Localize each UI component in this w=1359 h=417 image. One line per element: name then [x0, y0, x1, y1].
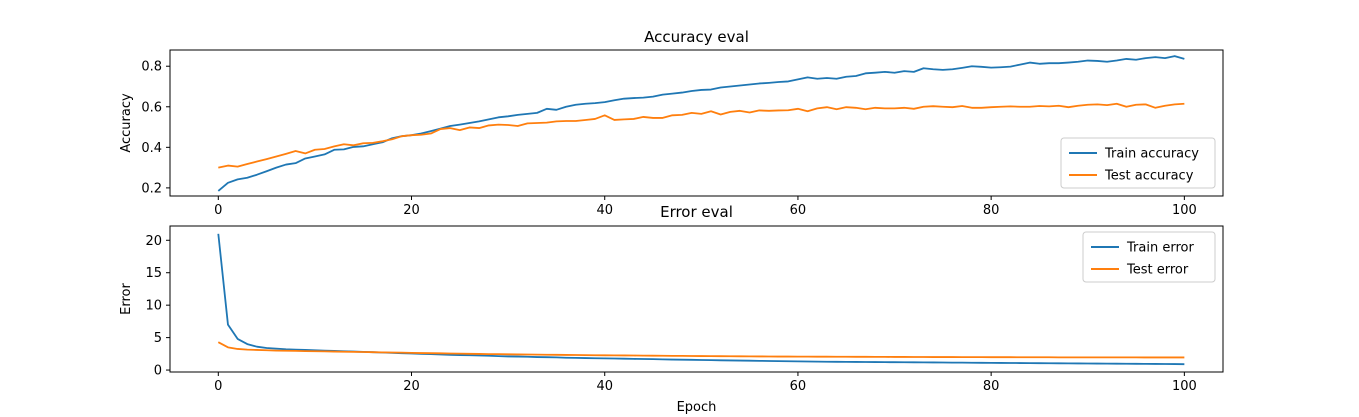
- chart-1-series-line-1: [217, 55, 1185, 192]
- chart-2-x-tick-label: 100: [1172, 379, 1197, 394]
- chart-1-x-tick-label: 40: [596, 203, 613, 218]
- chart-2-x-tick-label: 0: [214, 379, 222, 394]
- chart-1-legend-label-2: Test accuracy: [1104, 169, 1194, 184]
- chart-1-y-tick-label: 0.2: [141, 181, 162, 196]
- chart-2-y-axis-label: Error: [119, 283, 134, 315]
- chart-1-y-tick-label: 0.8: [141, 60, 162, 75]
- chart-2-x-tick-label: 20: [403, 379, 420, 394]
- chart-1-x-tick-label: 20: [403, 203, 420, 218]
- chart-2-series-line-2: [217, 341, 1185, 359]
- chart-1-x-tick-label: 100: [1172, 203, 1197, 218]
- chart-1-y-axis-label: Accuracy: [119, 93, 134, 153]
- chart-1-y-tick-label: 0.4: [141, 141, 162, 156]
- chart-2-y-tick-label: 10: [145, 299, 162, 314]
- chart-2-y-tick-label: 0: [154, 364, 162, 379]
- chart-1-x-tick-label: 0: [214, 203, 222, 218]
- chart-2-legend: Train error Test error: [1082, 231, 1216, 283]
- chart-2-y-tick-label: 15: [145, 266, 162, 281]
- chart-1-series-line-2: [218, 102, 1185, 169]
- chart-1-y-tick-label: 0.6: [141, 100, 162, 115]
- chart-2-y-tick-label: 20: [145, 234, 162, 249]
- chart-2-x-axis-label: Epoch: [677, 400, 717, 415]
- chart-1-axes-frame: [169, 49, 1224, 197]
- chart-2-legend-label-2: Test error: [1126, 263, 1189, 278]
- chart-1-legend-box: [1060, 137, 1216, 189]
- chart-2-legend-label-1: Train error: [1126, 241, 1194, 256]
- chart-2-axes-frame: [169, 225, 1224, 373]
- chart-2-title: Error eval: [660, 203, 733, 221]
- chart-1-title: Accuracy eval: [644, 28, 749, 46]
- chart-1-legend-label-1: Train accuracy: [1104, 147, 1199, 162]
- error-chart: 0 20 40 60 80 100 0 5 10 15 20 Error eval Error Epoch…: [119, 203, 1224, 415]
- chart-1-x-tick-label: 80: [983, 203, 1000, 218]
- chart-2-x-tick-label: 80: [983, 379, 1000, 394]
- chart-1-x-tick-label: 60: [790, 203, 807, 218]
- chart-2-y-tick-label: 5: [154, 331, 162, 346]
- accuracy-chart: 0 20 40 60 80 100 0.2 0.4 0.6 0.8 Accuracy eval Acc…: [119, 28, 1224, 218]
- chart-1-legend: Train accuracy Test accuracy: [1060, 137, 1216, 189]
- chart-2-x-tick-label: 40: [596, 379, 613, 394]
- chart-2-x-tick-label: 60: [790, 379, 807, 394]
